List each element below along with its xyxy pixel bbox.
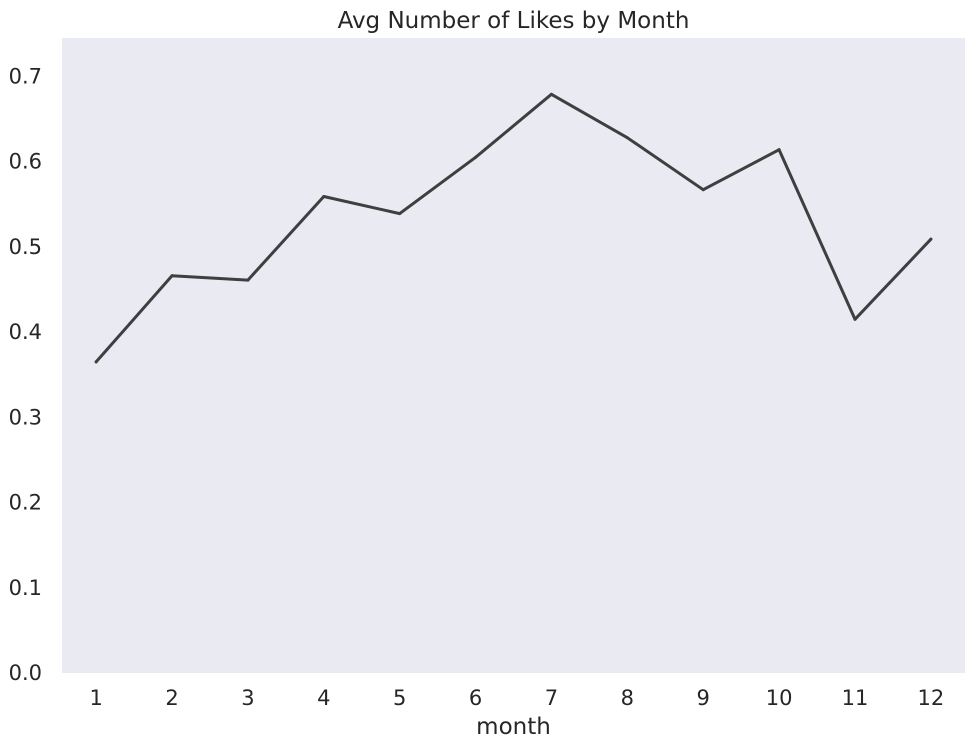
x-tick-label: 12 bbox=[917, 686, 944, 710]
data-point bbox=[398, 212, 402, 216]
y-tick-label: 0.3 bbox=[9, 405, 42, 429]
data-point bbox=[94, 360, 98, 364]
y-axis: 0.0 0.1 0.2 0.3 0.4 0.5 0.6 0.7 bbox=[9, 64, 42, 685]
data-point bbox=[929, 237, 933, 241]
x-axis: 1 2 3 4 5 6 7 8 9 10 11 12 bbox=[89, 686, 944, 710]
plot-area bbox=[62, 38, 965, 673]
y-tick-label: 0.5 bbox=[9, 235, 42, 259]
x-tick-label: 3 bbox=[241, 686, 254, 710]
x-tick-label: 9 bbox=[697, 686, 710, 710]
x-axis-label: month bbox=[476, 714, 551, 740]
x-tick-label: 7 bbox=[545, 686, 558, 710]
y-tick-label: 0.1 bbox=[9, 576, 42, 600]
data-point bbox=[625, 136, 629, 140]
x-tick-label: 10 bbox=[766, 686, 793, 710]
chart-title: Avg Number of Likes by Month bbox=[338, 8, 690, 34]
x-tick-label: 2 bbox=[165, 686, 178, 710]
data-point bbox=[853, 317, 857, 321]
x-tick-label: 1 bbox=[89, 686, 102, 710]
data-point bbox=[701, 188, 705, 192]
data-points bbox=[94, 92, 933, 364]
data-point bbox=[474, 155, 478, 159]
x-tick-label: 8 bbox=[621, 686, 634, 710]
y-tick-label: 0.7 bbox=[9, 64, 42, 88]
y-tick-label: 0.2 bbox=[9, 491, 42, 515]
x-tick-label: 6 bbox=[469, 686, 482, 710]
data-point bbox=[549, 92, 553, 96]
y-tick-label: 0.4 bbox=[9, 320, 42, 344]
x-tick-label: 11 bbox=[842, 686, 869, 710]
y-tick-label: 0.6 bbox=[9, 150, 42, 174]
y-tick-label: 0.0 bbox=[9, 661, 42, 685]
x-tick-label: 5 bbox=[393, 686, 406, 710]
data-point bbox=[322, 195, 326, 199]
series-line bbox=[94, 92, 933, 364]
data-point bbox=[170, 274, 174, 278]
x-tick-label: 4 bbox=[317, 686, 330, 710]
data-point bbox=[777, 148, 781, 152]
data-point bbox=[246, 278, 250, 282]
